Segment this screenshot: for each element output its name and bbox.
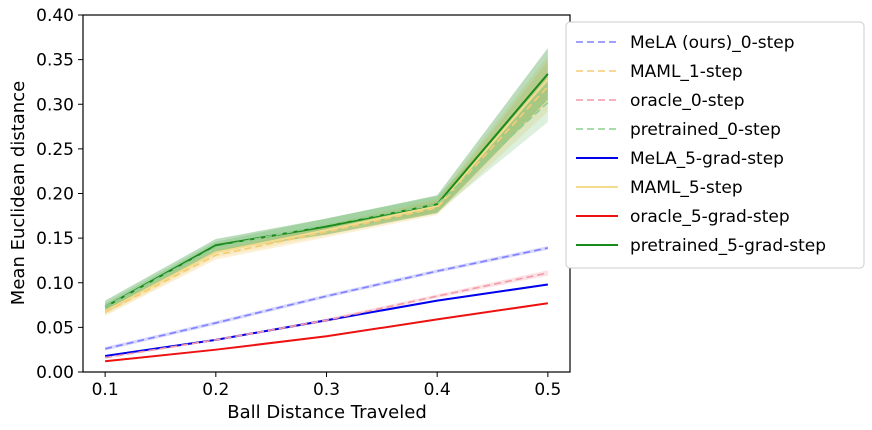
line-pretrained-5-grad-step <box>104 73 549 308</box>
y-tick-label: 0.05 <box>36 318 74 338</box>
band-pretrained-5-grad-step <box>105 48 548 314</box>
legend-label: MAML_1-step <box>630 62 743 82</box>
legend-label: MeLA_5-grad-step <box>630 149 784 169</box>
y-tick-label: 0.10 <box>36 274 74 294</box>
y-tick-label: 0.20 <box>36 185 74 205</box>
x-tick-label: 0.5 <box>534 380 561 400</box>
y-tick-label: 0.30 <box>36 95 74 115</box>
y-axis-label: Mean Euclidean distance <box>8 81 29 305</box>
y-tick-label: 0.40 <box>36 6 74 26</box>
x-tick-label: 0.4 <box>424 380 451 400</box>
confidence-bands <box>105 48 548 362</box>
line-maml-1-step <box>104 85 549 313</box>
line-mela-ours-0-step <box>104 247 549 350</box>
line-oracle-5-grad-step <box>105 302 549 363</box>
line-pretrained-0-step <box>104 101 549 308</box>
x-axis: 0.1 0.2 0.3 0.4 0.5 <box>92 372 561 400</box>
legend-label: pretrained_0-step <box>630 120 781 140</box>
y-tick-label: 0.15 <box>36 229 74 249</box>
x-axis-label: Ball Distance Traveled <box>227 402 427 423</box>
line-maml-5-step <box>104 78 549 313</box>
line-oracle-0-step <box>105 272 549 359</box>
legend-label: pretrained_5-grad-step <box>630 236 826 256</box>
legend-label: oracle_0-step <box>630 91 745 111</box>
x-tick-label: 0.1 <box>92 380 119 400</box>
y-axis: 0.00 0.05 0.10 0.15 0.20 0.25 0.30 0.35 0.40 <box>36 6 83 383</box>
y-tick-label: 0.25 <box>36 140 74 160</box>
x-tick-label: 0.2 <box>202 380 229 400</box>
x-tick-label: 0.3 <box>313 380 340 400</box>
y-tick-label: 0.35 <box>36 51 74 71</box>
legend-label: MeLA (ours)_0-step <box>630 33 795 53</box>
band-maml-5-step <box>105 56 548 315</box>
y-tick-label: 0.00 <box>36 363 74 383</box>
legend-box <box>565 21 865 269</box>
band-mela-ours-0-step <box>105 246 548 351</box>
legend: MeLA (ours)_0-step MAML_1-step oracle_0-st… <box>565 21 865 269</box>
series-lines <box>104 73 549 363</box>
legend-label: MAML_5-step <box>630 178 743 198</box>
legend-label: oracle_5-grad-step <box>630 207 790 227</box>
